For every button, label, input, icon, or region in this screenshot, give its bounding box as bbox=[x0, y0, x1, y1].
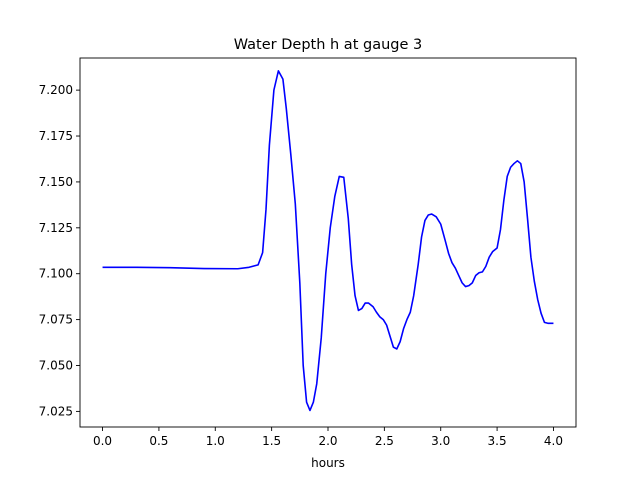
y-tick-label: 7.025 bbox=[39, 404, 73, 418]
x-tick-label: 1.0 bbox=[206, 434, 225, 448]
x-axis-label: hours bbox=[311, 456, 345, 470]
y-tick-label: 7.150 bbox=[39, 175, 73, 189]
x-tick-label: 4.0 bbox=[544, 434, 563, 448]
x-tick-label: 3.5 bbox=[488, 434, 507, 448]
y-tick-label: 7.200 bbox=[39, 83, 73, 97]
series-line-depth bbox=[102, 70, 554, 412]
x-tick-label: 1.5 bbox=[262, 434, 281, 448]
y-tick-label: 7.125 bbox=[39, 221, 73, 235]
x-tick-label: 3.0 bbox=[431, 434, 450, 448]
y-tick-label: 7.100 bbox=[39, 267, 73, 281]
y-tick-label: 7.075 bbox=[39, 313, 73, 327]
y-tick-label: 7.175 bbox=[39, 129, 73, 143]
y-tick-label: 7.050 bbox=[39, 359, 73, 373]
axes-frame bbox=[79, 57, 577, 428]
y-axis-ticks: 7.025 7.050 7.075 7.100 7.125 7.150 7.175 7.200 bbox=[39, 83, 80, 418]
chart-title: Water Depth h at gauge 3 bbox=[234, 37, 422, 53]
x-tick-label: 0.0 bbox=[93, 434, 112, 448]
x-tick-label: 2.0 bbox=[318, 434, 337, 448]
x-tick-label: 0.5 bbox=[149, 434, 168, 448]
x-axis-ticks: 0.0 0.5 1.0 1.5 2.0 2.5 3.0 3.5 4.0 bbox=[93, 427, 563, 448]
x-tick-label: 2.5 bbox=[375, 434, 394, 448]
